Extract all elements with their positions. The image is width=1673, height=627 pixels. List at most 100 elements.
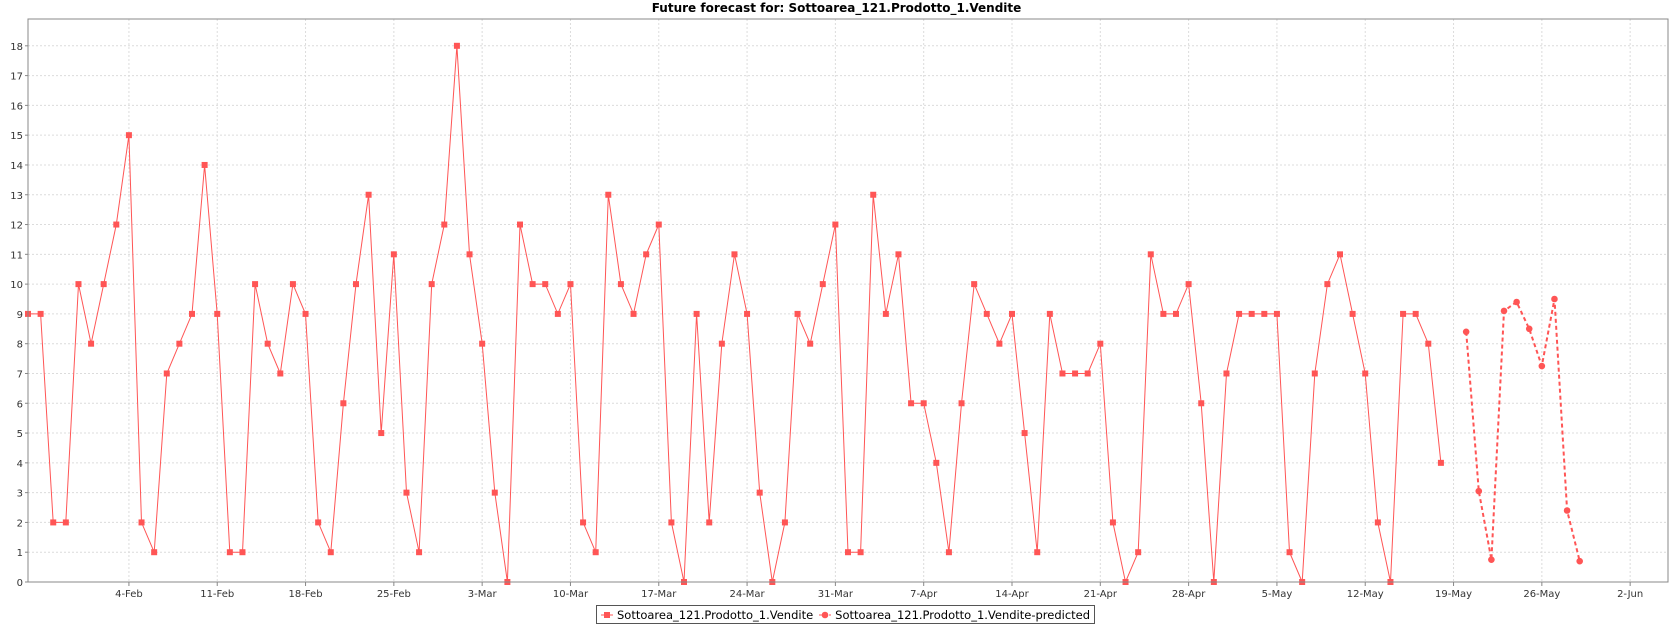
- y-tick-label: 12: [10, 221, 23, 232]
- data-point: [1563, 507, 1571, 514]
- data-point: [945, 549, 952, 556]
- x-tick-label: 10-Mar: [553, 589, 589, 600]
- data-point: [996, 340, 1003, 347]
- legend-item-actual: Sottoarea_121.Prodotto_1.Vendite: [601, 608, 813, 622]
- data-point: [113, 221, 120, 228]
- x-tick-label: 4-Feb: [115, 589, 143, 600]
- data-point: [958, 400, 965, 407]
- data-point: [365, 191, 372, 198]
- data-point: [315, 519, 322, 526]
- data-point: [933, 459, 940, 466]
- data-point: [252, 281, 259, 288]
- data-point: [542, 281, 549, 288]
- data-point: [1462, 328, 1470, 336]
- data-point: [390, 251, 397, 258]
- x-tick-label: 12-May: [1347, 589, 1384, 600]
- x-tick-label: 25-Feb: [377, 589, 411, 600]
- data-point: [605, 191, 612, 198]
- data-point: [1135, 549, 1142, 556]
- data-point: [428, 281, 435, 288]
- data-point: [554, 310, 561, 317]
- y-tick-label: 15: [10, 131, 23, 142]
- data-point: [1374, 519, 1381, 526]
- data-point: [340, 400, 347, 407]
- data-point: [289, 281, 296, 288]
- data-point: [1009, 310, 1015, 317]
- data-point: [1046, 310, 1053, 317]
- data-point: [1500, 307, 1508, 315]
- data-point: [693, 310, 700, 317]
- data-point: [655, 221, 662, 228]
- data-point: [908, 400, 915, 407]
- y-tick-label: 16: [10, 101, 23, 112]
- data-point: [416, 549, 423, 556]
- data-point: [1576, 557, 1583, 565]
- data-point: [617, 281, 624, 288]
- data-point: [1437, 459, 1444, 466]
- chart-title: Future forecast for: Sottoarea_121.Prodo…: [651, 1, 1022, 15]
- data-point: [62, 519, 69, 526]
- y-tick-label: 9: [17, 310, 23, 321]
- data-point: [794, 310, 801, 317]
- data-point: [971, 281, 978, 288]
- legend-label-predicted: Sottoarea_121.Prodotto_1.Vendite-predict…: [835, 607, 1091, 622]
- data-point: [176, 340, 183, 347]
- y-tick-label: 8: [17, 340, 23, 351]
- data-point: [479, 340, 486, 347]
- grid-lines: [28, 19, 1668, 582]
- data-point: [151, 549, 158, 556]
- y-tick-label: 0: [17, 578, 23, 589]
- y-tick-label: 10: [10, 280, 23, 291]
- data-point: [1084, 370, 1091, 377]
- data-point: [302, 310, 309, 317]
- data-point: [580, 519, 587, 526]
- y-tick-label: 14: [10, 161, 23, 172]
- data-point: [1551, 295, 1558, 303]
- y-tick-label: 4: [17, 459, 23, 470]
- y-tick-label: 2: [17, 518, 23, 529]
- data-point: [1185, 281, 1192, 288]
- data-point: [920, 400, 927, 407]
- data-point: [1538, 362, 1546, 370]
- data-point: [1248, 310, 1255, 317]
- data-point: [517, 221, 523, 228]
- data-point: [466, 251, 473, 258]
- data-point: [1425, 340, 1432, 347]
- data-point: [226, 549, 233, 556]
- y-tick-label: 11: [10, 250, 23, 261]
- data-point: [819, 281, 826, 288]
- data-point: [327, 549, 334, 556]
- legend: Sottoarea_121.Prodotto_1.Vendite Sottoar…: [596, 605, 1096, 624]
- data-point: [1513, 298, 1520, 306]
- x-tick-label: 28-Apr: [1172, 589, 1206, 600]
- data-point: [870, 191, 877, 198]
- data-point: [1273, 310, 1280, 317]
- data-point: [453, 42, 460, 49]
- x-tick-label: 19-May: [1435, 589, 1472, 600]
- data-point: [1400, 310, 1407, 317]
- data-point: [1072, 370, 1079, 377]
- x-tick-label: 31-Mar: [818, 589, 854, 600]
- x-tick-label: 18-Feb: [289, 589, 323, 600]
- data-point: [1475, 487, 1483, 495]
- data-point: [441, 221, 448, 228]
- data-point: [1286, 549, 1293, 556]
- data-point: [1223, 370, 1230, 377]
- x-tick-label: 3-Mar: [468, 589, 498, 600]
- data-point: [1412, 310, 1419, 317]
- x-tick-label: 11-Feb: [200, 589, 234, 600]
- y-tick-label: 6: [17, 399, 23, 410]
- data-point: [643, 251, 650, 258]
- data-point: [125, 132, 132, 139]
- data-point: [403, 489, 410, 496]
- plot-border: [27, 18, 1669, 583]
- data-point: [138, 519, 145, 526]
- data-point: [163, 370, 170, 377]
- square-marker-icon: [601, 611, 613, 618]
- data-point: [630, 310, 637, 317]
- data-point: [1097, 340, 1104, 347]
- data-point: [378, 430, 385, 437]
- data-point: [201, 161, 208, 168]
